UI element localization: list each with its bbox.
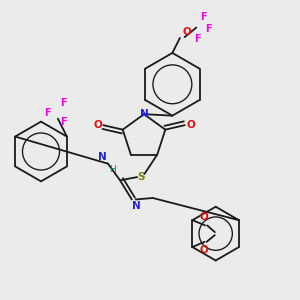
- Text: N: N: [98, 152, 106, 162]
- Text: O: O: [93, 120, 102, 130]
- Text: O: O: [182, 27, 191, 37]
- Text: F: F: [205, 24, 211, 34]
- Text: O: O: [200, 212, 208, 222]
- Text: F: F: [60, 117, 67, 127]
- Text: H: H: [110, 165, 116, 174]
- Text: N: N: [140, 109, 148, 119]
- Text: F: F: [60, 98, 67, 108]
- Text: O: O: [186, 120, 195, 130]
- Text: F: F: [194, 34, 201, 44]
- Text: S: S: [137, 172, 145, 182]
- Text: N: N: [132, 201, 141, 211]
- Text: F: F: [44, 108, 51, 118]
- Text: F: F: [200, 12, 206, 22]
- Text: O: O: [200, 245, 208, 255]
